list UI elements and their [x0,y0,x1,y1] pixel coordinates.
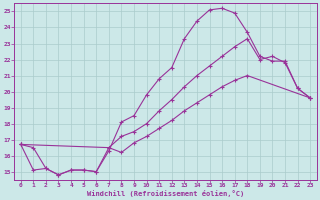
X-axis label: Windchill (Refroidissement éolien,°C): Windchill (Refroidissement éolien,°C) [87,190,244,197]
